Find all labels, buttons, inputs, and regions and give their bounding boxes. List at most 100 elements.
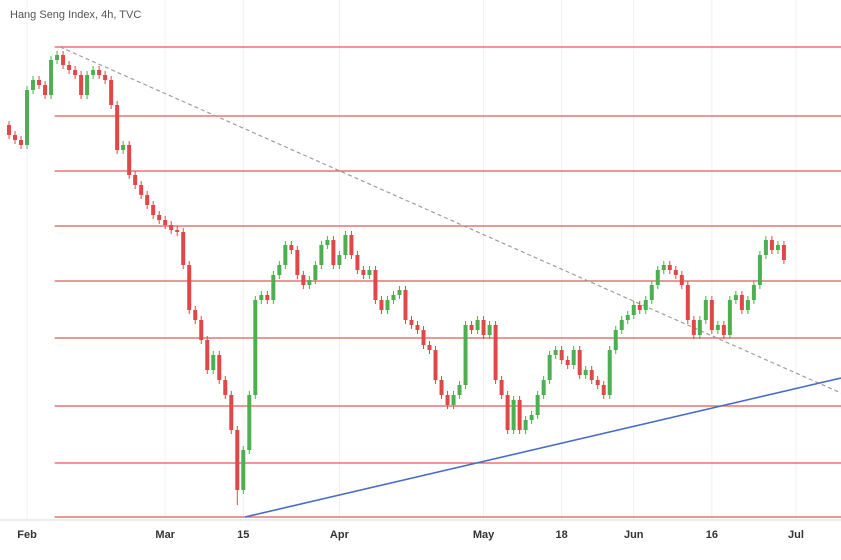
candle-body (49, 60, 54, 95)
candle-body (157, 215, 162, 220)
candle-body (673, 270, 678, 275)
candle-body (625, 315, 630, 320)
candle-body (715, 325, 720, 330)
candle-body (235, 430, 240, 490)
candle-body (331, 240, 336, 265)
candle-body (487, 325, 492, 335)
candle-body (187, 265, 192, 310)
candle-body (631, 305, 636, 315)
candle-body (211, 355, 216, 370)
candle-body (223, 380, 228, 395)
x-tick-label: Jun (624, 529, 644, 541)
candle-body (73, 70, 78, 75)
candle-body (253, 300, 258, 395)
candle-body (613, 330, 618, 350)
candle-body (541, 380, 546, 395)
candle-body (277, 265, 282, 275)
candle-body (13, 135, 18, 140)
candle-body (361, 270, 366, 275)
candle-body (205, 340, 210, 370)
candle-body (703, 300, 708, 320)
candle-body (19, 140, 24, 145)
candle-body (685, 285, 690, 320)
chart-title: Hang Seng Index, 4h, TVC (10, 9, 141, 21)
candle-body (355, 255, 360, 270)
candle-body (583, 370, 588, 375)
candle-body (643, 300, 648, 310)
candle-body (121, 145, 126, 150)
candle-body (733, 295, 738, 300)
candle-body (349, 235, 354, 255)
candle-body (667, 265, 672, 270)
candle-body (517, 400, 522, 430)
candle-body (439, 380, 444, 395)
candle-body (55, 55, 60, 60)
candle-body (163, 220, 168, 225)
candle-body (307, 280, 312, 285)
candle-body (169, 225, 174, 230)
candle-body (313, 265, 318, 280)
candle-body (391, 295, 396, 300)
candle-body (757, 255, 762, 285)
candle-body (289, 245, 294, 250)
candle-body (409, 320, 414, 325)
candle-body (505, 395, 510, 430)
candle-body (79, 75, 84, 95)
candle-body (775, 245, 780, 250)
candle-body (451, 395, 456, 405)
x-tick-label: Mar (155, 529, 175, 541)
candle-body (403, 290, 408, 320)
candle-body (727, 300, 732, 335)
candle-body (709, 300, 714, 330)
candle-body (109, 80, 114, 105)
candle-body (193, 310, 198, 320)
candle-body (337, 255, 342, 265)
x-tick-label: 18 (556, 529, 568, 541)
trend-line (59, 46, 841, 394)
candle-body (523, 420, 528, 430)
candle-body (229, 395, 234, 430)
candle-body (97, 70, 102, 75)
candle-body (493, 325, 498, 380)
candle-body (91, 70, 96, 75)
x-tick-label: May (473, 529, 495, 541)
candle-body (649, 285, 654, 300)
candle-body (25, 90, 30, 145)
candle-body (433, 350, 438, 380)
candle-body (85, 75, 90, 95)
x-tick-label: 15 (237, 529, 249, 541)
candle-body (367, 270, 372, 275)
candle-body (469, 325, 474, 330)
candle-body (115, 105, 120, 150)
candle-body (43, 85, 48, 95)
candle-body (571, 350, 576, 365)
candle-body (61, 55, 66, 65)
candle-body (301, 275, 306, 285)
candle-body (781, 245, 786, 260)
candle-body (535, 395, 540, 415)
candle-body (637, 305, 642, 310)
candle-body (595, 380, 600, 385)
candle-body (247, 395, 252, 450)
candle-body (745, 300, 750, 310)
candle-body (547, 355, 552, 380)
x-tick-label: 16 (706, 529, 718, 541)
candle-body (481, 320, 486, 335)
candle-body (103, 75, 108, 80)
candle-body (529, 415, 534, 420)
candle-body (343, 235, 348, 255)
candle-body (31, 80, 36, 90)
candle-body (385, 300, 390, 310)
candle-body (679, 275, 684, 285)
candle-body (151, 205, 156, 215)
candle-body (397, 290, 402, 295)
candle-body (691, 320, 696, 335)
candle-body (175, 230, 180, 232)
candle-body (319, 245, 324, 265)
candle-body (67, 65, 72, 70)
candle-body (607, 350, 612, 395)
candle-body (661, 265, 666, 270)
candle-body (499, 380, 504, 395)
candle-body (619, 320, 624, 330)
